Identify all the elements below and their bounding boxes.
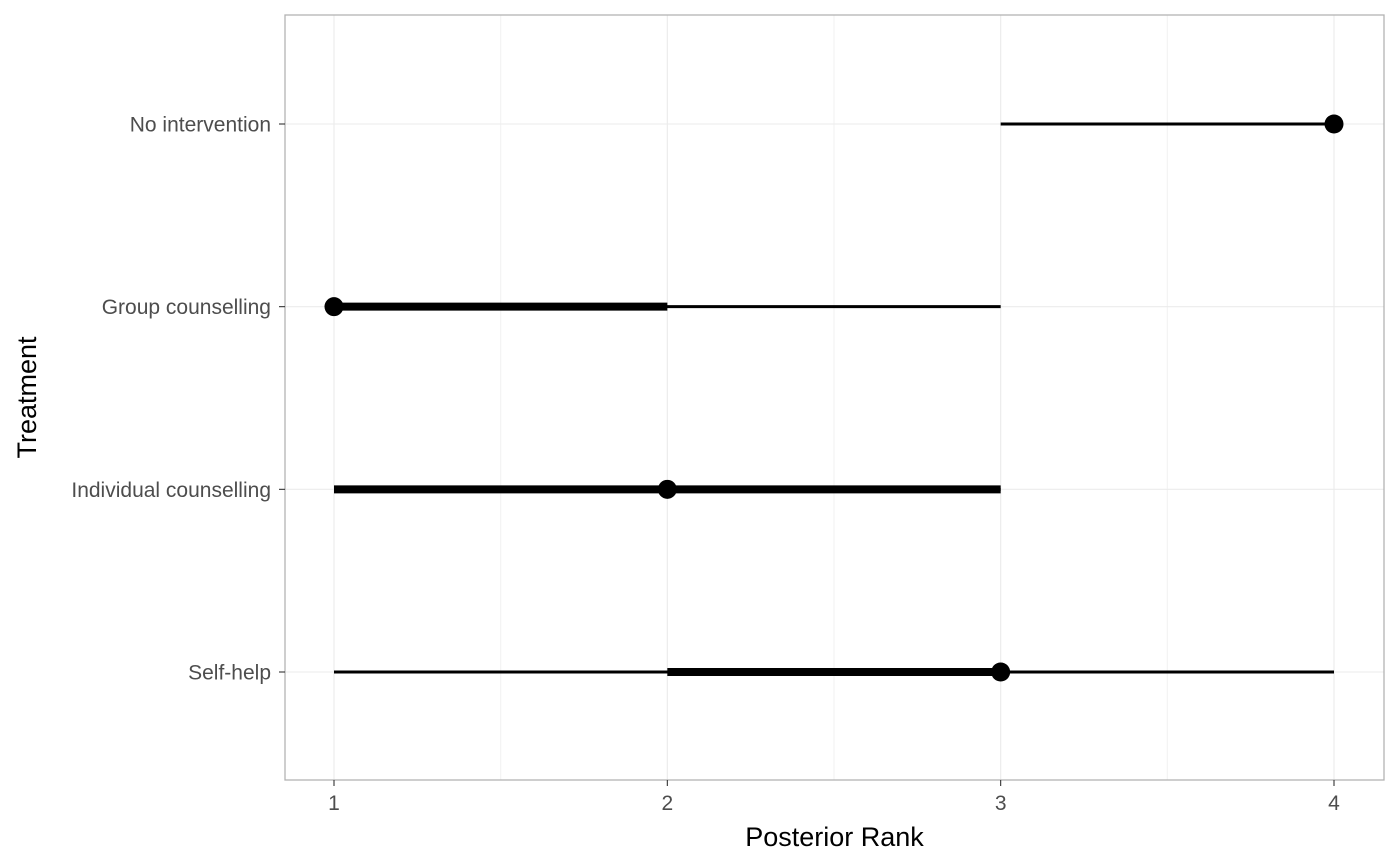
y-tick-label: Group counselling (102, 296, 271, 319)
x-axis-title: Posterior Rank (745, 822, 924, 852)
axes: 1 2 3 4 Self-help Individual counselling Group… (71, 114, 1340, 816)
median-point (991, 662, 1011, 682)
x-tick-label: 4 (1328, 792, 1340, 815)
y-tick-label: Individual counselling (71, 479, 271, 502)
x-tick-label: 3 (995, 792, 1007, 815)
median-point (657, 479, 677, 499)
grid-lines (285, 15, 1384, 780)
median-point (324, 297, 344, 317)
x-tick-label: 2 (661, 792, 673, 815)
y-tick-label: Self-help (188, 662, 271, 685)
interval-marks (324, 114, 1344, 682)
median-point (1324, 114, 1344, 134)
y-tick-label: No intervention (130, 114, 271, 137)
x-tick-label: 1 (328, 792, 340, 815)
y-axis-title: Treatment (12, 336, 42, 459)
panel-border (284, 14, 1385, 781)
